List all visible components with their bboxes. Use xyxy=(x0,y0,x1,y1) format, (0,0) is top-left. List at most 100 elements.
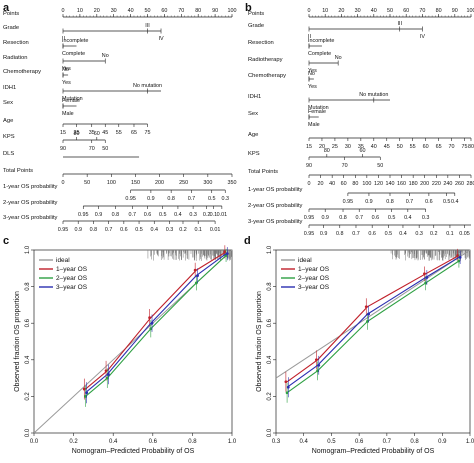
tick-label: 0 xyxy=(308,181,311,187)
row-label-2-year-os-probability: 2-year OS probability xyxy=(248,203,303,209)
tick-label: 150 xyxy=(131,180,140,186)
x-tick-label: 0.3 xyxy=(272,439,281,445)
tick-label: 0.3 xyxy=(166,227,174,233)
y-tick-label: 0.4 xyxy=(267,355,273,364)
tick-label: 0.5 xyxy=(208,196,216,202)
y-tick-label: 0.0 xyxy=(25,428,31,437)
tick-label: 140 xyxy=(386,181,395,187)
tick-label: 0.4 xyxy=(151,227,159,233)
scale-label: III xyxy=(397,21,402,27)
tick-label: 75 xyxy=(462,144,468,150)
tick-label: 70 xyxy=(449,144,455,150)
tick-label: 45 xyxy=(102,130,108,136)
tick-label: 0.8 xyxy=(90,227,98,233)
scale-label: Male xyxy=(308,122,320,128)
tick-label: 50 xyxy=(377,163,383,169)
tick-label: 40 xyxy=(128,8,134,14)
x-tick-label: 0.6 xyxy=(149,439,158,445)
tick-label: 20 xyxy=(94,8,100,14)
tick-label: 0.8 xyxy=(336,231,344,237)
row-label-resection: Resection xyxy=(3,40,29,46)
scale-label: No mutation xyxy=(133,83,162,89)
x-tick-label: 0.4 xyxy=(300,439,309,445)
panel-letter-a: a xyxy=(3,2,10,14)
tick-label: 0.6 xyxy=(120,227,128,233)
tick-label: 25 xyxy=(74,130,80,136)
tick-label: 180 xyxy=(409,181,418,187)
tick-label: 350 xyxy=(228,180,237,186)
data-point xyxy=(423,272,426,276)
x-tick-label: 0.8 xyxy=(410,439,419,445)
tick-label: 40 xyxy=(329,181,335,187)
tick-label: 0.95 xyxy=(125,196,136,202)
tick-label: 0.95 xyxy=(58,227,69,233)
y-tick-label: 0.6 xyxy=(25,318,31,327)
y-tick-label: 0.0 xyxy=(267,428,273,437)
row-label-3-year-os-probability: 3-year OS probability xyxy=(3,215,58,221)
scale-label: Yes xyxy=(62,80,71,86)
row-label-age: Age xyxy=(3,118,13,124)
legend-label: 1–year OS xyxy=(298,266,330,273)
row-label-1-year-os-probability: 1-year OS probability xyxy=(3,184,58,190)
legend-label: 3–year OS xyxy=(56,284,88,291)
tick-label: 0.8 xyxy=(112,212,120,218)
y-tick-label: 0.8 xyxy=(267,282,273,291)
row-label-grade: Grade xyxy=(3,25,19,31)
tick-label: 55 xyxy=(116,130,122,136)
tick-label: 80 xyxy=(468,144,474,150)
legend-label: 2–year OS xyxy=(298,275,330,282)
tick-label: 0.8 xyxy=(167,196,175,202)
data-point xyxy=(84,395,87,398)
tick-label: 0.95 xyxy=(304,215,315,221)
scale-label: Yes xyxy=(62,66,71,72)
scale-label: Incomplete xyxy=(308,38,334,44)
row-label-1-year-os-probability: 1-year OS probability xyxy=(248,187,303,193)
tick-label: 0.7 xyxy=(352,231,360,237)
tick-label: 55 xyxy=(410,144,416,150)
data-point xyxy=(285,391,289,395)
tick-label: 0.5 xyxy=(388,215,396,221)
tick-label: 70 xyxy=(342,163,348,169)
tick-label: 70 xyxy=(89,146,95,152)
data-point xyxy=(316,369,319,373)
nomogram-a: Points 0 10 20 30 40 50 60 70 80 90 100GradeIIIIIIV… xyxy=(3,8,237,233)
tick-label: 0.5 xyxy=(443,199,451,205)
data-point xyxy=(425,276,429,279)
row-label-kps: KPS xyxy=(248,151,260,157)
tick-label: 200 xyxy=(155,180,164,186)
tick-label: 240 xyxy=(443,181,452,187)
data-point xyxy=(105,376,109,380)
data-point xyxy=(458,255,462,259)
scale-label: III xyxy=(145,23,150,29)
tick-label: 0.7 xyxy=(129,212,137,218)
tick-label: 0.9 xyxy=(320,231,328,237)
tick-label: 120 xyxy=(374,181,383,187)
scale-label: II xyxy=(62,36,65,42)
row-label-3-year-os-probability: 3-year OS probability xyxy=(248,219,303,225)
row-label-radiotherapy: Radiotherapy xyxy=(248,57,283,63)
data-point xyxy=(196,274,199,278)
legend-label: ideal xyxy=(56,257,70,264)
tick-label: 20 xyxy=(338,8,344,14)
tick-label: 65 xyxy=(436,144,442,150)
tick-label: 300 xyxy=(203,180,212,186)
data-point xyxy=(456,254,460,257)
tick-label: 10 xyxy=(322,8,328,14)
data-point xyxy=(317,363,321,367)
tick-label: 50 xyxy=(387,8,393,14)
row-label-dls: DLS xyxy=(3,151,14,157)
data-point xyxy=(364,305,368,309)
tick-label: 100 xyxy=(228,8,237,14)
tick-label: 0.6 xyxy=(425,199,433,205)
tick-label: 0.3 xyxy=(189,212,197,218)
tick-label: 30 xyxy=(345,144,351,150)
tick-label: 90 xyxy=(452,8,458,14)
tick-label: 80 xyxy=(74,131,80,137)
row-label-sex: Sex xyxy=(248,111,258,117)
row-label-chemotherapy: Chemotherapy xyxy=(248,73,286,79)
scale-label: Complete xyxy=(308,51,331,57)
tick-label: 0.5 xyxy=(135,227,143,233)
scale-label: Mutation xyxy=(62,96,83,102)
scale-label: Female xyxy=(62,98,80,104)
panel-letter-d: d xyxy=(244,235,251,247)
